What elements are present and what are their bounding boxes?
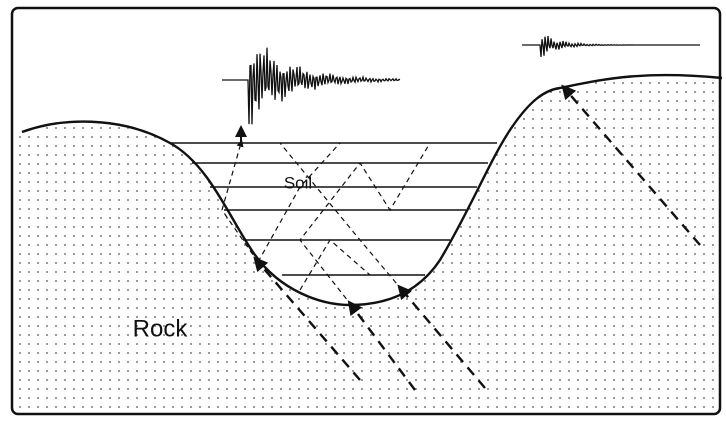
diagram: Soil Rock <box>0 0 726 423</box>
rock-label: Rock <box>133 315 189 342</box>
soil-label: Soil <box>284 173 312 192</box>
page: {"labels": {"soil": "Soil", "rock": "Roc… <box>0 0 726 423</box>
